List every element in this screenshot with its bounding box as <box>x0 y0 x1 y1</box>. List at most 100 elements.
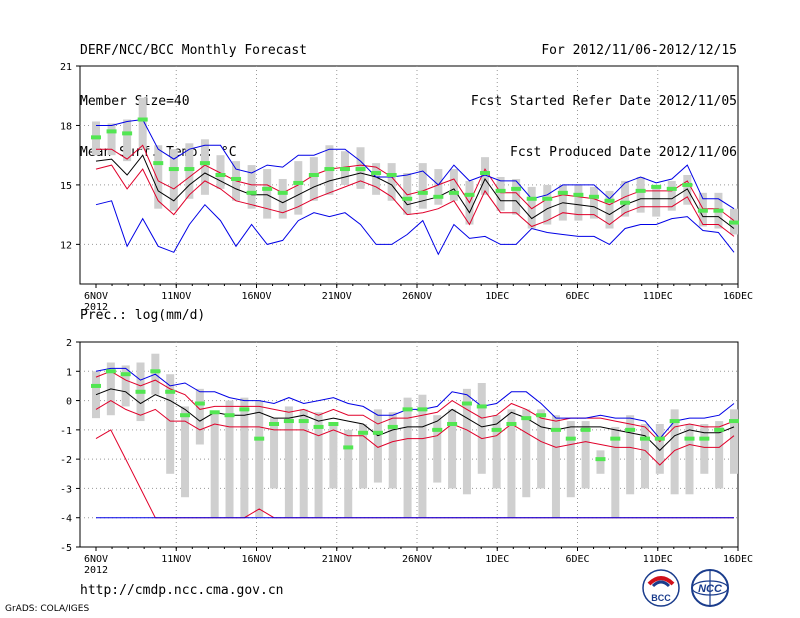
prec-xtick-label: 21NOV <box>322 554 352 565</box>
prec-year-label: 2012 <box>84 565 108 576</box>
temp-box <box>605 190 614 229</box>
temp-box <box>589 186 598 219</box>
temp-line-lower-outer <box>95 200 735 256</box>
footer-url[interactable]: http://cmdp.ncc.cma.gov.cn <box>80 583 284 598</box>
temp-ytick-label: 21 <box>60 62 72 73</box>
prec-median-marker <box>165 389 176 394</box>
prec-ytick-label: 1 <box>66 367 72 378</box>
prec-line-upper-outer <box>95 367 735 440</box>
temp-median-marker <box>417 190 428 195</box>
prec-box <box>92 371 100 419</box>
prec-median-marker <box>506 422 517 426</box>
prec-median-marker <box>447 422 458 426</box>
prec-ytick-label: -5 <box>60 543 72 554</box>
temp-box <box>169 149 178 211</box>
prec-median-marker <box>491 427 502 432</box>
temp-median-marker <box>293 180 304 185</box>
prec-median-marker <box>298 419 309 424</box>
temp-ytick-label: 18 <box>60 121 72 132</box>
temp-median-marker <box>277 190 288 195</box>
prec-xtick-label: 1DEC <box>485 554 509 565</box>
temp-median-marker <box>153 161 164 166</box>
prec-box <box>611 426 620 518</box>
prec-box <box>314 412 323 518</box>
temp-median-marker <box>386 173 397 177</box>
temp-xtick-label: 21NOV <box>322 291 352 302</box>
temp-median-marker <box>339 167 350 172</box>
temp-box <box>294 161 303 215</box>
prec-median-marker <box>595 457 606 462</box>
prec-median-marker <box>417 407 428 412</box>
prec-box <box>255 400 264 518</box>
temp-median-marker <box>199 161 210 166</box>
prec-xtick-label: 11DEC <box>643 554 673 565</box>
temp-box <box>574 184 583 221</box>
prec-median-marker <box>625 427 636 432</box>
prec-median-marker <box>565 436 576 441</box>
prec-median-marker <box>402 407 413 412</box>
prec-median-marker <box>550 427 561 432</box>
prec-median-marker <box>580 427 591 432</box>
prec-box <box>462 388 471 495</box>
temp-xtick-label: 16NOV <box>241 291 271 302</box>
prec-box <box>581 421 590 489</box>
temp-year-label: 2012 <box>84 302 108 313</box>
header-right: For 2012/11/06-2012/12/15 Fcst Started R… <box>471 11 737 180</box>
temp-box <box>621 180 630 217</box>
prec-box <box>329 424 338 489</box>
temp-xtick-label: 6NOV <box>84 291 108 302</box>
prec-median-marker <box>343 445 354 450</box>
ncc-logo-icon: NCC <box>691 569 729 607</box>
prec-box <box>388 412 397 489</box>
temp-median-marker <box>604 198 615 203</box>
prec-ytick-label: -1 <box>60 426 72 437</box>
prec-box <box>225 400 234 518</box>
temp-median-marker <box>495 188 506 193</box>
temp-median-marker <box>635 188 646 193</box>
temp-box <box>372 163 381 195</box>
temp-box <box>418 163 427 209</box>
prec-median-marker <box>328 422 339 426</box>
prec-median-marker <box>239 407 250 412</box>
member-size: Member Size=40 <box>80 94 190 109</box>
prec-box <box>433 415 442 483</box>
prec-box <box>640 424 649 489</box>
temp-xtick-label: 11NOV <box>161 291 191 302</box>
prec-xtick-label: 6DEC <box>565 554 589 565</box>
temp-median-marker <box>402 196 413 201</box>
prec-median-marker <box>358 430 369 435</box>
prec-median-marker <box>269 422 280 426</box>
footer-grads-credit: GrADS: COLA/IGES <box>5 604 90 614</box>
temp-median-marker <box>682 182 693 187</box>
temp-median-marker <box>713 208 724 213</box>
prec-box <box>715 421 724 489</box>
temp-median-marker <box>542 196 553 201</box>
temp-box <box>496 176 505 211</box>
temp-box <box>543 184 552 225</box>
temp-plot-frame <box>79 65 739 285</box>
prec-box <box>299 409 308 518</box>
temp-median-marker <box>651 184 662 189</box>
prec-median-marker <box>639 436 650 441</box>
prec-box <box>344 429 353 518</box>
temp-box <box>387 163 396 201</box>
prec-box <box>284 406 293 518</box>
start-date: Fcst Started Refer Date 2012/11/05 <box>470 94 737 109</box>
temp-median-marker <box>371 171 382 176</box>
temp-median-marker <box>448 190 459 195</box>
prec-box <box>210 412 219 518</box>
temp-median-marker <box>557 190 568 195</box>
prec-box <box>566 421 575 498</box>
prec-box <box>522 409 531 498</box>
temp-median-marker <box>729 220 739 225</box>
prec-box <box>195 388 204 445</box>
prec-line-upper-inner <box>95 370 735 443</box>
temp-box <box>652 184 661 217</box>
temp-median-marker <box>526 196 537 201</box>
prec-box <box>121 365 130 407</box>
temp-median-marker <box>697 208 708 213</box>
bcc-logo-text: BCC <box>651 593 671 603</box>
forecast-period: For 2012/11/06-2012/12/15 <box>541 43 737 58</box>
temp-median-marker <box>511 186 522 191</box>
temp-line-upper-inner <box>96 144 735 221</box>
